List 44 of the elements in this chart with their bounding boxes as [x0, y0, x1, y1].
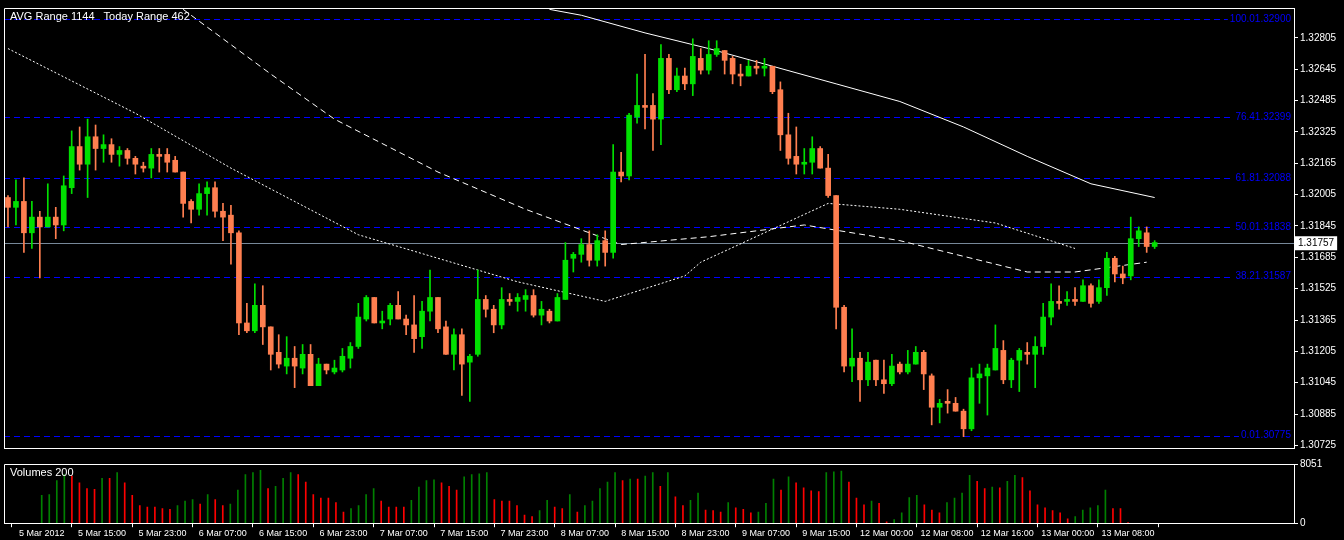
y-tick-label: 1.30725 — [1300, 439, 1337, 451]
y-tick-label: 1.31685 — [1300, 251, 1337, 263]
ref-line-label: 76.41.32399 — [1235, 111, 1292, 123]
y-tick-label: 1.31365 — [1300, 313, 1337, 325]
x-tick-label: 6 Mar 23:00 — [319, 528, 368, 539]
y-tick-label: 1.32645 — [1300, 62, 1337, 74]
y-tick-label: 1.31205 — [1300, 345, 1337, 357]
y-tick-label: 1.30885 — [1300, 407, 1337, 419]
x-tick-label: 6 Mar 15:00 — [259, 528, 308, 539]
y-tick-label: 1.32325 — [1300, 125, 1337, 137]
y-tick-label: 1.32805 — [1300, 31, 1337, 43]
x-tick-label: 5 Mar 23:00 — [138, 528, 187, 539]
x-tick-label: 6 Mar 07:00 — [198, 528, 247, 539]
x-tick-label: 7 Mar 07:00 — [379, 528, 428, 539]
x-tick-label: 8 Mar 15:00 — [621, 528, 670, 539]
ref-line-label: 61.81.32088 — [1235, 172, 1292, 184]
ref-line-label: 100.01.32900 — [1229, 12, 1292, 24]
y-tick-label: 1.31525 — [1300, 282, 1337, 294]
x-tick-label: 7 Mar 23:00 — [500, 528, 549, 539]
x-tick-label: 13 Mar 08:00 — [1101, 528, 1155, 539]
x-tick-label: 5 Mar 15:00 — [78, 528, 127, 539]
y-tick-label: 1.31845 — [1300, 219, 1337, 231]
y-tick-label: 1.31045 — [1300, 376, 1337, 388]
y-tick-label: 1.32005 — [1300, 188, 1337, 200]
x-tick-label: 13 Mar 00:00 — [1041, 528, 1095, 539]
x-tick-label: 9 Mar 07:00 — [741, 528, 790, 539]
x-tick-label: 9 Mar 15:00 — [802, 528, 851, 539]
chart-title: AVG Range 1144 Today Range 462 — [10, 9, 190, 22]
ref-line-label: 0.01.30775 — [1240, 429, 1292, 441]
x-tick-label: 12 Mar 16:00 — [980, 528, 1034, 539]
x-tick-label: 12 Mar 08:00 — [920, 528, 974, 539]
y-tick-label: 0 — [1300, 516, 1306, 528]
ref-line-label: 38.21.31587 — [1235, 270, 1292, 282]
ref-line-label: 1.31757 — [1298, 236, 1335, 248]
y-tick-label: 8051 — [1300, 457, 1323, 469]
x-tick-label: 5 Mar 2012 — [18, 528, 65, 539]
x-tick-label: 12 Mar 00:00 — [860, 528, 914, 539]
x-tick-label: 8 Mar 07:00 — [560, 528, 609, 539]
y-tick-label: 1.32485 — [1300, 94, 1337, 106]
chart-title: Volumes 200 — [10, 465, 74, 478]
y-tick-label: 1.32165 — [1300, 156, 1337, 168]
x-tick-label: 7 Mar 15:00 — [440, 528, 489, 539]
ref-line-label: 50.01.31838 — [1235, 221, 1292, 233]
x-tick-label: 8 Mar 23:00 — [681, 528, 730, 539]
